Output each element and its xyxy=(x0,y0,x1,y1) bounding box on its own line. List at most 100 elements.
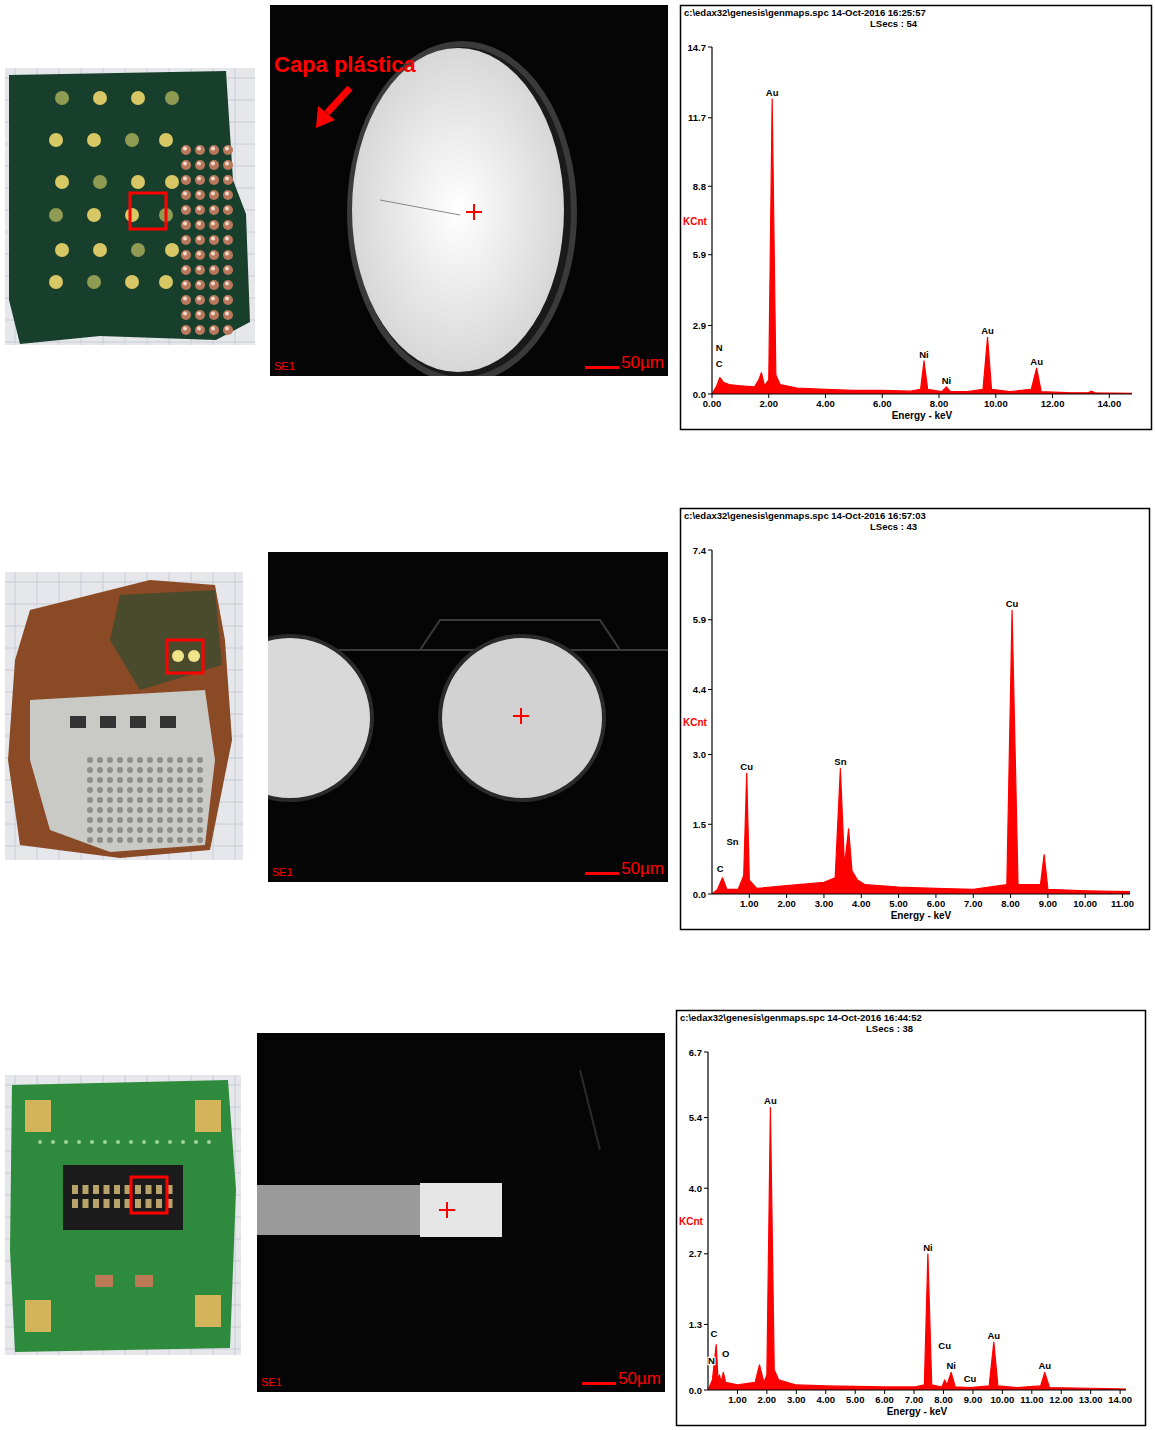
y-tick xyxy=(704,1253,708,1254)
pad-shine xyxy=(225,297,229,301)
copper-pad xyxy=(209,295,219,305)
pad-shine xyxy=(183,267,187,271)
via xyxy=(142,1140,146,1144)
pad-shine xyxy=(225,162,229,166)
component xyxy=(70,716,86,728)
x-tick-label: 7.00 xyxy=(905,1394,924,1405)
pad-rim xyxy=(350,44,574,376)
x-tick-label: 11.00 xyxy=(1020,1394,1043,1405)
pad-shine xyxy=(211,207,215,211)
chart-subtitle: LSecs : 43 xyxy=(870,521,917,532)
gold-pad xyxy=(55,243,69,257)
spectrum-fill xyxy=(712,99,1132,394)
via xyxy=(168,1140,172,1144)
gold-pad xyxy=(125,208,139,222)
ball-pad xyxy=(147,807,153,813)
component xyxy=(130,716,146,728)
y-tick-label: 6.7 xyxy=(689,1047,702,1058)
copper-pad xyxy=(181,265,191,275)
ball-pad xyxy=(97,757,103,763)
copper-pad xyxy=(209,205,219,215)
pad-shine xyxy=(183,297,187,301)
sem-background xyxy=(257,1033,665,1392)
pad-shine xyxy=(197,147,201,151)
spectrum-chart: c:\edax32\genesis\genmaps.spc 14-Oct-201… xyxy=(677,1011,1146,1426)
x-tick-label: 4.00 xyxy=(816,398,835,409)
y-axis-title: KCnt xyxy=(683,717,708,728)
pad-shine xyxy=(183,192,187,196)
chart-subtitle: LSecs : 38 xyxy=(866,1023,913,1034)
pad-shine xyxy=(197,192,201,196)
copper-pad xyxy=(209,220,219,230)
ball-pad xyxy=(107,777,113,783)
y-axis xyxy=(711,47,712,394)
ball-pad xyxy=(87,757,93,763)
pin-tip xyxy=(420,1183,502,1237)
ball-pad xyxy=(97,827,103,833)
pad-shine xyxy=(225,192,229,196)
y-tick-label: 0.0 xyxy=(689,1385,702,1396)
ball-pad xyxy=(97,807,103,813)
sem-content xyxy=(257,1070,600,1237)
ball-pad xyxy=(137,777,143,783)
ball-pad xyxy=(87,817,93,823)
detector-label: SE1 xyxy=(274,360,295,372)
peak-label: Au xyxy=(1038,1360,1051,1371)
copper-pad xyxy=(181,310,191,320)
y-tick-label: 11.7 xyxy=(688,112,706,123)
x-tick-label: 9.00 xyxy=(964,1394,983,1405)
copper-pad xyxy=(223,175,233,185)
copper-pad xyxy=(181,160,191,170)
copper-pad xyxy=(223,145,233,155)
ball-pad xyxy=(197,827,203,833)
x-tick-label: 1.00 xyxy=(728,1394,747,1405)
copper-pad xyxy=(209,175,219,185)
peak-label: Sn xyxy=(834,756,846,767)
pad-shine xyxy=(183,207,187,211)
copper-pad xyxy=(195,175,205,185)
y-tick-label: 8.8 xyxy=(693,181,706,192)
copper-pad xyxy=(209,145,219,155)
x-tick-label: 8.00 xyxy=(930,398,949,409)
scale-bar xyxy=(585,366,619,369)
copper-pad xyxy=(209,160,219,170)
pad-shine xyxy=(211,282,215,286)
y-tick-label: 5.9 xyxy=(693,249,706,260)
peak-label: Cu xyxy=(1006,598,1019,609)
pin xyxy=(135,1185,141,1194)
ball-pad xyxy=(177,787,183,793)
x-tick-label: 6.00 xyxy=(875,1394,894,1405)
y-tick xyxy=(708,619,712,620)
pad-shine xyxy=(183,147,187,151)
ball-pad xyxy=(107,817,113,823)
ball-pad xyxy=(177,777,183,783)
ball-pad xyxy=(127,767,133,773)
ball-pad xyxy=(107,787,113,793)
ball-pad xyxy=(187,817,193,823)
ball-pad xyxy=(107,797,113,803)
ball-pad xyxy=(177,817,183,823)
y-tick-label: 7.4 xyxy=(693,545,707,556)
y-tick xyxy=(708,824,712,825)
ball-pad xyxy=(87,827,93,833)
copper-pad xyxy=(195,325,205,335)
pad-shine xyxy=(225,282,229,286)
ball-pad xyxy=(177,797,183,803)
pcb-board xyxy=(10,1080,236,1352)
annotation: Capa plástica xyxy=(274,52,417,77)
pin xyxy=(83,1185,89,1194)
ball-pad xyxy=(187,767,193,773)
gold-pad xyxy=(93,243,107,257)
pad-shine xyxy=(197,327,201,331)
pad-shine xyxy=(183,177,187,181)
y-axis-title: KCnt xyxy=(683,216,708,227)
ball-pad xyxy=(197,757,203,763)
copper-pad xyxy=(209,280,219,290)
ball-pad xyxy=(107,757,113,763)
ball-pad xyxy=(87,807,93,813)
peak-label: Cu xyxy=(740,761,753,772)
x-tick-label: 1.00 xyxy=(740,898,759,909)
x-tick-label: 10.00 xyxy=(1073,898,1097,909)
chart-frame xyxy=(681,6,1152,430)
spectrum-line xyxy=(712,99,1132,394)
